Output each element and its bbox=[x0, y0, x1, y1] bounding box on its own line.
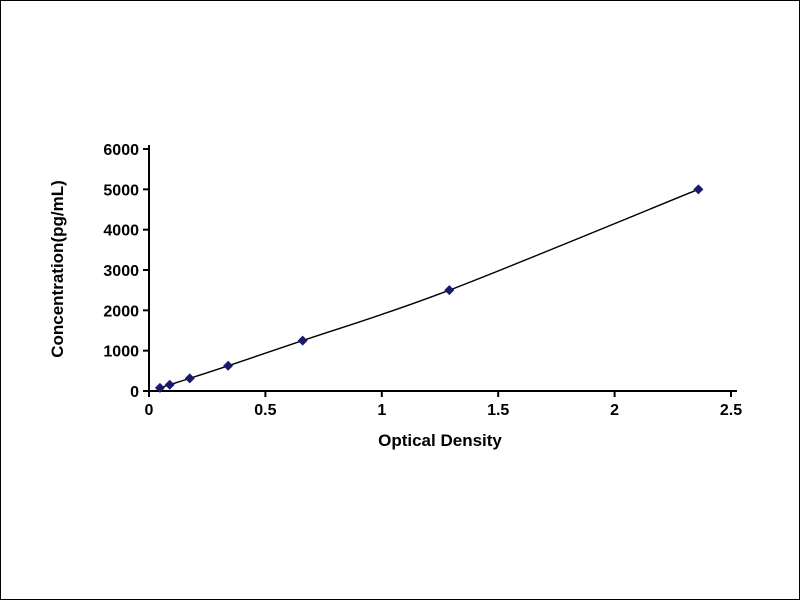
data-point-marker bbox=[184, 373, 195, 384]
y-tick-label: 5000 bbox=[103, 182, 139, 199]
data-point-marker bbox=[297, 335, 308, 346]
data-point-marker bbox=[693, 184, 704, 195]
x-tick-label: 2 bbox=[610, 402, 619, 419]
y-tick-label: 3000 bbox=[103, 263, 139, 280]
data-point-marker bbox=[164, 379, 175, 390]
y-tick-label: 2000 bbox=[103, 303, 139, 320]
x-tick-label: 2.5 bbox=[720, 402, 742, 419]
data-point-marker bbox=[154, 382, 165, 393]
y-tick-label: 4000 bbox=[103, 223, 139, 240]
x-tick-label: 1.5 bbox=[487, 402, 509, 419]
series-line bbox=[159, 188, 699, 389]
x-tick-label: 1 bbox=[377, 402, 386, 419]
x-axis-title: Optical Density bbox=[378, 431, 502, 450]
x-tick-label: 0 bbox=[145, 402, 154, 419]
data-point-marker bbox=[223, 360, 234, 371]
y-tick-label: 6000 bbox=[103, 142, 139, 159]
y-tick-label: 1000 bbox=[103, 344, 139, 361]
data-point-marker bbox=[444, 285, 455, 296]
y-axis-title: Concentration(pg/mL) bbox=[48, 180, 67, 358]
y-tick-label: 0 bbox=[130, 384, 139, 401]
x-tick-label: 0.5 bbox=[254, 402, 276, 419]
